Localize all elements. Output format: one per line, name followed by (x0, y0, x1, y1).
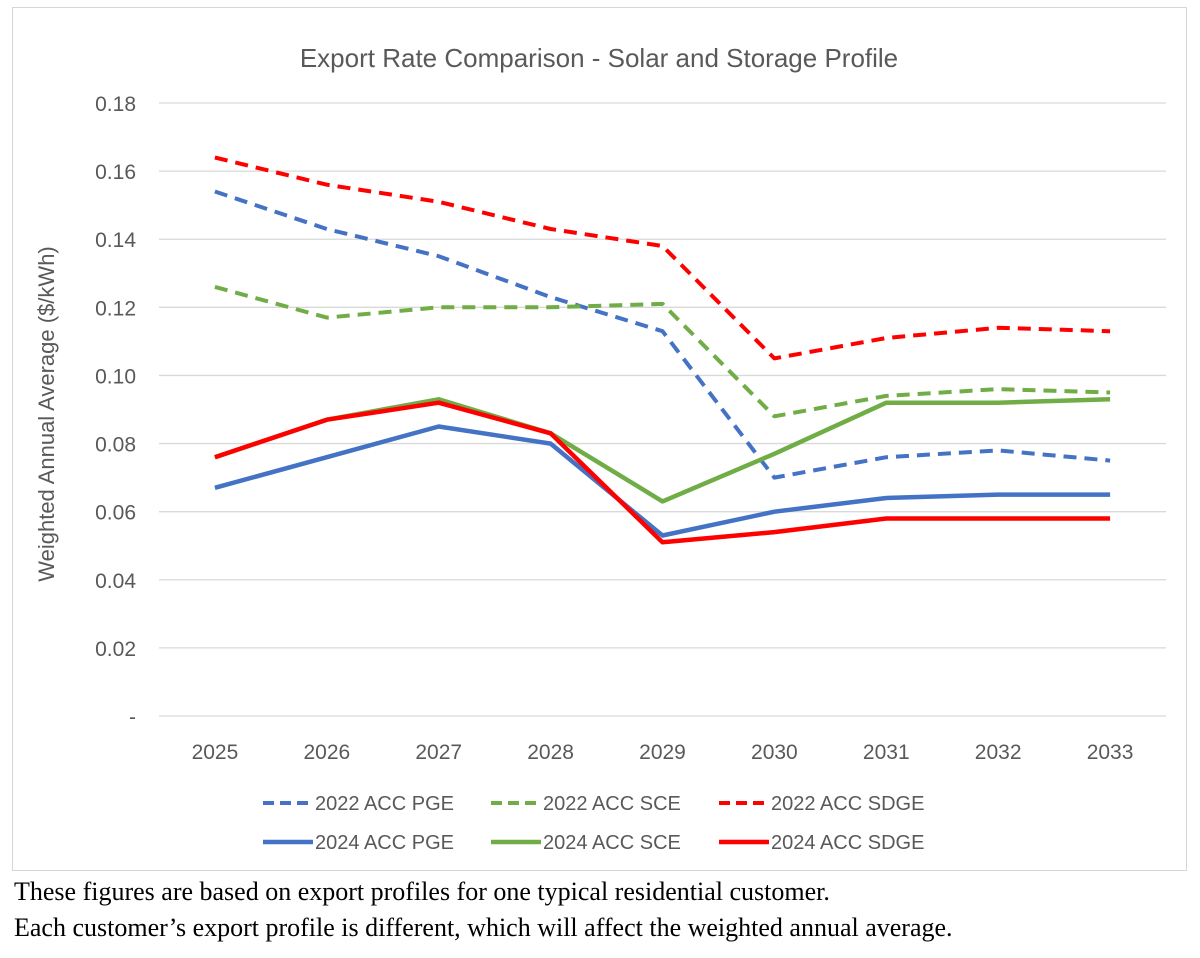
chart-frame: Export Rate Comparison - Solar and Stora… (12, 7, 1187, 871)
legend-label-4: 2024 ACC SCE (543, 832, 681, 854)
y-tick-label: - (129, 706, 136, 729)
y-tick-label: 0.16 (95, 161, 136, 184)
x-tick-label: 2026 (303, 741, 350, 764)
y-tick-label: 0.04 (95, 570, 136, 593)
x-tick-labels: 2025 2026 2027 2028 2029 2030 2031 2032 2033 (192, 741, 1134, 764)
line-chart: Export Rate Comparison - Solar and Stora… (34, 43, 1166, 854)
x-tick-label: 2025 (192, 741, 239, 764)
y-tick-label: 0.08 (95, 434, 136, 457)
series-line-3 (214, 424, 1111, 538)
x-tick-label: 2033 (1087, 741, 1134, 764)
y-tick-labels: - 0.02 0.04 0.06 0.08 0.10 0.12 0.14 0.16 0.18 (95, 93, 136, 729)
y-tick-label: 0.18 (95, 93, 136, 116)
x-tick-label: 2029 (639, 741, 686, 764)
y-tick-label: 0.02 (95, 638, 136, 661)
x-tick-label: 2032 (975, 741, 1022, 764)
gridlines (159, 102, 1166, 717)
y-tick-label: 0.12 (95, 297, 136, 320)
series-line-0 (214, 189, 1111, 480)
series-line-5 (214, 400, 1111, 545)
x-tick-label: 2031 (863, 741, 910, 764)
legend-label-1: 2022 ACC SCE (543, 793, 681, 815)
legend-label-0: 2022 ACC PGE (315, 793, 454, 815)
chart-title: Export Rate Comparison - Solar and Stora… (300, 43, 898, 73)
series-lines (214, 155, 1111, 545)
legend-label-5: 2024 ACC SDGE (771, 832, 924, 854)
x-tick-label: 2027 (415, 741, 462, 764)
series-line-2 (214, 155, 1111, 361)
x-tick-label: 2028 (527, 741, 574, 764)
legend-label-3: 2024 ACC PGE (315, 832, 454, 854)
y-tick-label: 0.06 (95, 502, 136, 525)
series-line-1 (214, 284, 1111, 419)
caption-line-2: Each customer’s export profile is differ… (14, 913, 953, 942)
y-tick-label: 0.10 (95, 365, 136, 388)
x-tick-label: 2030 (751, 741, 798, 764)
y-tick-label: 0.14 (95, 229, 136, 252)
legend: 2022 ACC PGE 2022 ACC SCE 2022 ACC SDGE 202… (263, 793, 924, 854)
y-axis-label: Weighted Annual Average ($/kWh) (34, 246, 59, 582)
legend-label-2: 2022 ACC SDGE (771, 793, 924, 815)
caption-line-1: These figures are based on export profil… (14, 877, 830, 906)
